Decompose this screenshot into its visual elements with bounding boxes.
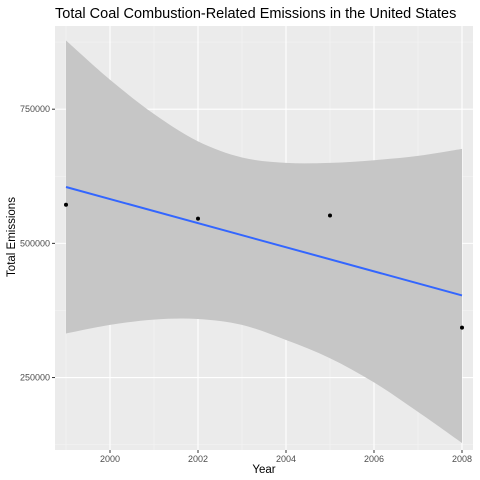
y-tick-label: 250000 — [20, 373, 50, 383]
x-axis-title: Year — [252, 464, 275, 476]
data-points — [64, 202, 464, 330]
x-tick-label: 2008 — [452, 454, 472, 464]
x-tick-label: 2002 — [188, 454, 208, 464]
data-point — [64, 202, 68, 207]
data-point — [196, 216, 200, 221]
x-axis-ticks: 2000 2002 2004 2006 2008 — [100, 450, 472, 464]
x-tick-label: 2004 — [276, 454, 296, 464]
chart-title: Total Coal Combustion-Related Emissions … — [55, 6, 456, 22]
trend-line — [65, 186, 463, 297]
data-point — [460, 325, 464, 330]
y-axis-ticks: 250000 500000 750000 — [20, 104, 55, 383]
y-tick-label: 500000 — [20, 238, 50, 248]
y-tick-label: 750000 — [20, 104, 50, 114]
x-tick-label: 2000 — [100, 454, 120, 464]
data-point — [328, 213, 332, 218]
x-tick-label: 2006 — [364, 454, 384, 464]
y-axis-title: Total Emissions — [6, 197, 18, 277]
